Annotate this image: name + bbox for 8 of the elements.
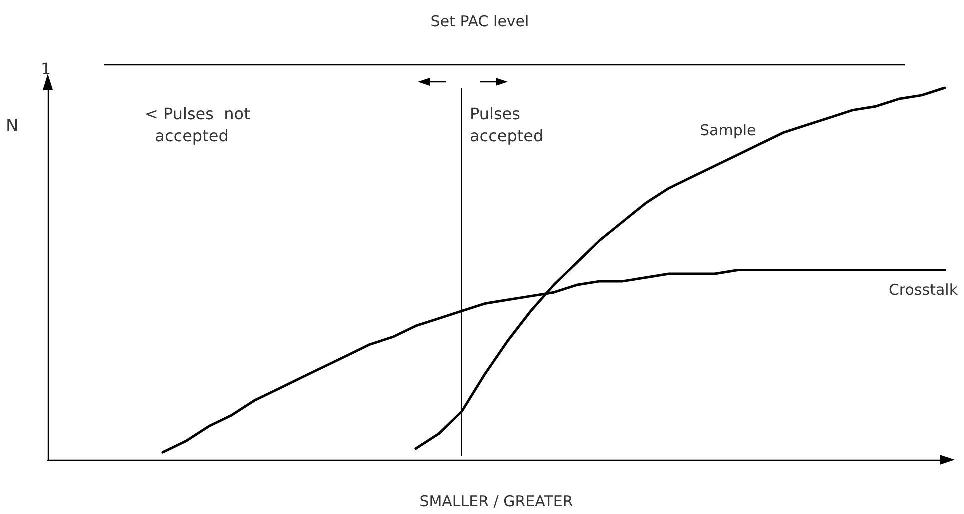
series-label: Sample xyxy=(700,122,756,140)
text: 1 xyxy=(41,60,52,78)
series-label: Crosstalk xyxy=(888,280,958,299)
x-axis-title: SMALLER / GREATER xyxy=(420,492,574,510)
annotation: < Pulses not accepted xyxy=(145,104,250,146)
annotation: Pulses accepted xyxy=(470,104,544,146)
y-axis-title: N xyxy=(6,116,19,136)
chart-title: Set PAC level xyxy=(430,12,530,30)
